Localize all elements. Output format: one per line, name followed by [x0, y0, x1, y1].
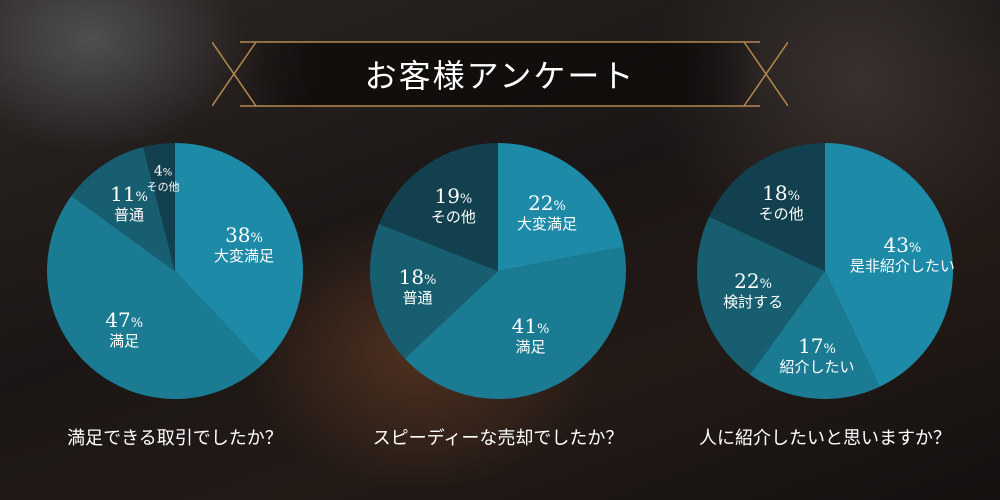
- slice-category: その他: [146, 180, 180, 194]
- slice-category: 満足: [515, 337, 546, 356]
- pie-slice: [498, 143, 624, 271]
- pie-slice: [143, 143, 175, 271]
- title-banner: お客様アンケート: [212, 40, 788, 108]
- pie-slice: [47, 195, 263, 399]
- slice-percent: 22%: [723, 269, 783, 293]
- slice-value: 19: [434, 184, 460, 209]
- pie-svg: [47, 143, 303, 399]
- pie-slice: [370, 223, 498, 359]
- pie-slice: [697, 216, 825, 375]
- pie-slice: [378, 143, 498, 271]
- slice-label: 38% 大変満足: [214, 223, 274, 265]
- slice-value: 22: [528, 190, 554, 215]
- slice-unit: %: [424, 273, 437, 289]
- slice-value: 22: [734, 268, 760, 293]
- pie-slice: [404, 247, 626, 399]
- slice-label: 22% 大変満足: [517, 191, 577, 233]
- slice-percent: 19%: [431, 184, 476, 208]
- pie-slice: [71, 147, 175, 271]
- slice-unit: %: [823, 342, 836, 358]
- slice-category: 検討する: [723, 292, 784, 311]
- slice-value: 18: [762, 180, 788, 205]
- slice-percent: 47%: [105, 308, 143, 332]
- slice-label: 18% 普通: [399, 265, 437, 307]
- slice-percent: 22%: [517, 191, 577, 215]
- slice-unit: %: [459, 192, 473, 208]
- slice-category: その他: [430, 208, 476, 227]
- slice-unit: %: [250, 230, 263, 246]
- slice-percent: 38%: [214, 223, 274, 247]
- chart-question: スピーディーな売却でしたか？: [372, 428, 624, 449]
- pie-chart-speed: 22% 大変満足 41% 満足 18% 普通 19% その他: [370, 143, 626, 399]
- slice-category: 大変満足: [516, 214, 578, 233]
- slice-percent: 11%: [110, 182, 148, 206]
- pie-slice: [709, 143, 825, 271]
- slice-label: 19% その他: [431, 184, 476, 226]
- slice-label: 17% 紹介したい: [779, 334, 854, 376]
- slice-percent: 17%: [779, 334, 854, 358]
- pie-chart-satisfaction: 38% 大変満足 47% 満足 11% 普通 4% その他: [47, 143, 303, 399]
- slice-percent: 18%: [399, 265, 437, 289]
- slice-category: その他: [758, 204, 804, 223]
- slice-unit: %: [162, 167, 173, 179]
- slice-category: 大変満足: [213, 246, 275, 265]
- slice-unit: %: [537, 321, 550, 337]
- chart-question: 満足できる取引でしたか？: [67, 428, 283, 449]
- page-title: お客様アンケート: [364, 57, 636, 95]
- slice-category: 満足: [109, 331, 140, 350]
- slice-label: 43% 是非紹介したい: [850, 233, 955, 275]
- pie-slice: [175, 143, 303, 365]
- slice-percent: 18%: [759, 181, 804, 205]
- pie-slice: [825, 143, 953, 387]
- slice-value: 18: [398, 265, 425, 290]
- slice-unit: %: [135, 190, 148, 206]
- slice-unit: %: [759, 276, 772, 292]
- slice-value: 43: [883, 232, 909, 257]
- slice-label: 22% 検討する: [723, 269, 783, 311]
- slice-unit: %: [908, 240, 922, 256]
- slice-percent: 4%: [147, 161, 180, 181]
- slice-value: 38: [225, 222, 251, 247]
- slice-category: 普通: [113, 206, 144, 225]
- slice-value: 41: [511, 313, 538, 338]
- pie-slice: [749, 271, 880, 399]
- pie-svg: [697, 143, 953, 399]
- slice-percent: 43%: [850, 233, 955, 257]
- slice-label: 18% その他: [759, 181, 804, 223]
- title-banner-frame: [212, 41, 788, 107]
- slice-category: 是非紹介したい: [849, 256, 955, 275]
- slice-value: 17: [798, 334, 824, 359]
- pie-svg: [370, 143, 626, 399]
- slice-value: 47: [105, 307, 131, 332]
- slice-label: 11% 普通: [110, 182, 148, 224]
- slice-value: 4: [153, 163, 163, 180]
- chart-question: 人に紹介したいと思いますか？: [699, 428, 951, 449]
- slice-label: 41% 満足: [512, 314, 550, 356]
- slice-category: 普通: [402, 289, 433, 308]
- slice-value: 11: [110, 182, 136, 207]
- slice-unit: %: [553, 198, 566, 214]
- slice-unit: %: [130, 315, 144, 331]
- pie-chart-referral: 43% 是非紹介したい 17% 紹介したい 22% 検討する 18% その他: [697, 143, 955, 399]
- slice-label: 4% その他: [147, 161, 180, 194]
- slice-category: 紹介したい: [779, 358, 855, 377]
- slice-percent: 41%: [512, 314, 550, 338]
- slice-unit: %: [787, 188, 800, 204]
- slice-label: 47% 満足: [105, 308, 143, 350]
